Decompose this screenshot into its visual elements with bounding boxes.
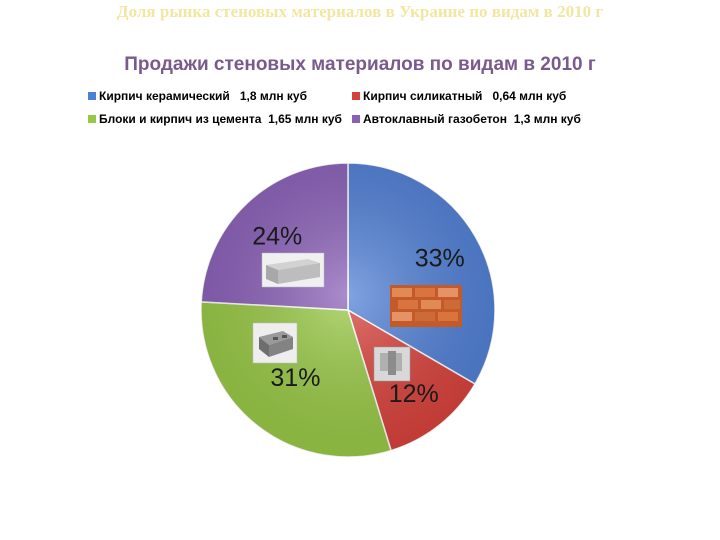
legend-item-silicate-brick: Кирпич силикатный 0,64 млн куб — [352, 88, 566, 103]
legend-value-cement-blocks: 1,65 млн куб — [268, 111, 342, 126]
legend-item-cement-blocks: Блоки и кирпич из цемента 1,65 млн куб — [88, 111, 342, 126]
cement-block-icon — [252, 322, 298, 364]
silicate-brick-icon — [373, 346, 411, 382]
pie-label-silicate-brick: 12% — [389, 380, 439, 408]
legend-label-aerated-concrete: Автоклавный газобетон — [363, 111, 508, 126]
legend-value-ceramic-brick: 1,8 млн куб — [239, 88, 308, 103]
legend-swatch-ceramic-brick — [88, 91, 96, 100]
legend-item-ceramic-brick: Кирпич керамический 1,8 млн куб — [88, 88, 307, 103]
chart-title: Продажи стеновых материалов по видам в 2… — [124, 54, 596, 75]
legend-label-ceramic-brick: Кирпич керамический — [99, 88, 230, 103]
legend-swatch-cement-blocks — [88, 114, 96, 123]
pie-label-ceramic-brick: 33% — [415, 244, 465, 272]
pie-label-cement-blocks: 31% — [270, 364, 320, 392]
slide-title: Доля рынка стеновых материалов в Украине… — [116, 2, 604, 21]
legend-label-silicate-brick: Кирпич силикатный — [363, 88, 483, 103]
legend-swatch-silicate-brick — [352, 91, 360, 100]
legend-value-silicate-brick: 0,64 млн куб — [492, 88, 567, 103]
brick-stack-icon — [390, 285, 462, 327]
legend-label-cement-blocks: Блоки и кирпич из цемента — [99, 111, 262, 126]
pie-label-aerated-concrete: 24% — [252, 222, 302, 250]
legend-swatch-aerated-concrete — [352, 114, 360, 123]
legend-value-aerated-concrete: 1,3 млн куб — [513, 111, 581, 126]
legend-item-aerated-concrete: Автоклавный газобетон 1,3 млн куб — [352, 111, 581, 126]
aerated-block-icon — [261, 252, 325, 288]
